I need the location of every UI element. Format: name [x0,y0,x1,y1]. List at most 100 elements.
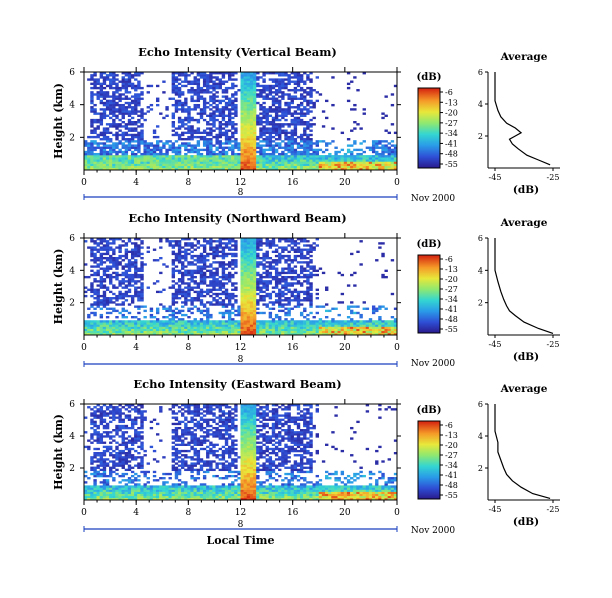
heatmap-cell [234,78,238,81]
heatmap-cell [371,324,376,327]
heatmap-cell [181,282,185,285]
heatmap-cell [196,80,201,83]
heatmap-cell [206,288,210,291]
heatmap-cell [130,280,135,283]
heatmap-cell [224,163,229,166]
heatmap-cell [102,238,107,241]
heatmap-cell [109,165,113,169]
heatmap-cell [177,290,182,294]
heatmap-cell [165,316,169,319]
heatmap-cell [343,328,348,332]
heatmap-cell [134,103,138,107]
heatmap-cell [196,242,201,245]
heatmap-cell [246,240,251,243]
heatmap-cell [334,322,338,325]
heatmap-cell [93,146,97,149]
heatmap-cell [221,328,226,332]
heatmap-cell [296,142,301,145]
heatmap-cell [306,273,310,277]
heatmap-cell [215,299,219,302]
heatmap-cell [212,254,216,258]
heatmap-cell [199,324,204,327]
heatmap-cell [168,146,172,149]
y-tick-label: 2 [69,299,75,309]
heatmap-cell [184,250,188,254]
heatmap-cell [259,148,263,152]
heatmap-cell [293,159,298,162]
heatmap-cell [127,284,132,287]
heatmap-cell [118,118,122,122]
heatmap-cell [124,265,129,268]
heatmap-cell [96,288,100,291]
heatmap-cell [231,121,235,124]
heatmap-cell [259,280,263,283]
heatmap-cell [202,294,207,298]
heatmap-cell [253,110,257,113]
heatmap-cell [121,152,125,156]
heatmap-cell [278,118,282,122]
heatmap-cell [325,288,329,291]
heatmap-cell [268,152,273,156]
heatmap-cell [243,123,248,126]
heatmap-cell [346,157,351,160]
heatmap-cell [90,152,94,156]
x-tick-label: 8 [185,178,191,188]
heatmap-cell [121,280,125,283]
heatmap-cell [209,97,213,100]
heatmap-cell [134,163,138,166]
heatmap-cell [287,135,291,139]
heatmap-cell [212,261,216,264]
heatmap-cell [202,91,207,94]
heatmap-cell [181,163,185,166]
heatmap-cell [224,273,229,277]
heatmap-cell [371,305,376,308]
heatmap-cell [202,76,207,79]
heatmap-cell [393,146,398,149]
heatmap-cell [206,148,210,152]
heatmap-cell [259,320,263,323]
heatmap-cell [246,93,251,96]
heatmap-cell [215,157,219,160]
heatmap-cell [243,74,248,77]
heatmap-cell [196,163,201,166]
heatmap-cell [306,103,310,107]
heatmap-cell [162,316,166,319]
heatmap-cell [274,250,279,254]
heatmap-cell [315,99,319,103]
heatmap-cell [174,157,179,160]
heatmap-cell [284,248,288,251]
heatmap-cell [249,123,254,126]
heatmap-cell [284,110,288,113]
heatmap-cell [350,318,354,321]
heatmap-cell [343,155,348,158]
heatmap-cell [115,95,119,98]
heatmap-cell [174,148,179,152]
heatmap-cell [87,328,91,332]
heatmap-cell [109,161,113,164]
heatmap-cell [90,324,94,327]
heatmap-cell [293,297,298,300]
heatmap-cell [240,116,244,120]
heatmap-cell [149,307,154,310]
heatmap-cell [284,129,288,132]
heatmap-cell [284,157,288,160]
heatmap-cell [202,131,207,135]
heatmap-cell [325,316,329,319]
heatmap-cell [306,322,310,325]
heatmap-cell [115,322,119,325]
heatmap-cell [296,320,301,323]
heatmap-cell [124,91,129,94]
heatmap-cell [171,155,176,158]
heatmap-cell [130,86,135,90]
heatmap-cell [190,301,194,304]
heatmap-cell [168,97,172,100]
heatmap-cell [262,121,266,124]
heatmap-cell [387,322,391,325]
heatmap-cell [350,144,354,147]
heatmap-cell [171,309,176,313]
heatmap-cell [281,324,285,327]
heatmap-cell [115,332,119,336]
heatmap-cell [290,161,294,164]
heatmap-cell [253,242,257,245]
heatmap-cell [240,242,244,245]
